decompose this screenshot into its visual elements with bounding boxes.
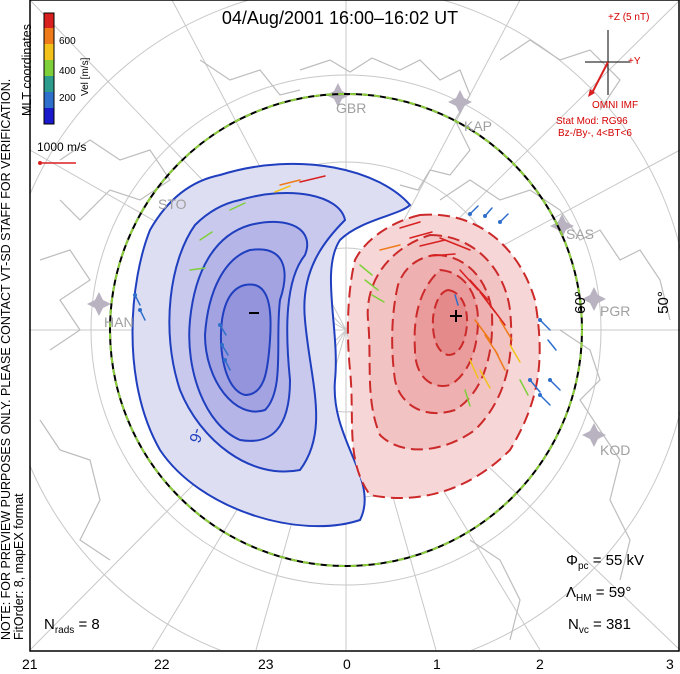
mlt-label-23: 23 xyxy=(258,656,274,672)
station-sas: SAS xyxy=(566,226,595,242)
mlt-label-21: 21 xyxy=(22,656,38,672)
reference-vector-label: 1000 m/s xyxy=(37,140,87,154)
station-kap: KAP xyxy=(464,118,493,134)
coordinate-system-label: MLT coordinates xyxy=(20,24,34,116)
station-sto: STO xyxy=(158,196,187,212)
colorbar-tick-400: 400 xyxy=(59,66,76,77)
negative-potential-cell xyxy=(131,162,412,528)
imf-clock xyxy=(585,30,630,97)
stat-model-line2: Bz-/By-, 4<BT<6 xyxy=(558,128,632,139)
mlt-label-2: 2 xyxy=(536,656,544,672)
colorbar-tick-600: 600 xyxy=(59,36,76,47)
mlt-label-0: 0 xyxy=(343,656,351,672)
colorbar xyxy=(43,12,55,125)
stat-model-line1: Stat Mod: RG96 xyxy=(556,116,628,127)
colorbar-label: Vel [m/s] xyxy=(80,57,91,96)
map-title: 04/Aug/2001 16:00–16:02 UT xyxy=(221,8,459,28)
mlt-label-3: 3 xyxy=(666,656,674,672)
station-gbr: GBR xyxy=(336,100,367,116)
imf-y-label: +Y xyxy=(628,56,641,67)
hm-boundary-latitude: ΛHM = 59° xyxy=(566,584,632,604)
imf-source: OMNI IMF xyxy=(592,100,639,111)
potential-maximum-marker xyxy=(450,310,462,322)
plot-frame xyxy=(29,0,680,652)
mlt-label-1: 1 xyxy=(433,656,441,672)
station-pgr: PGR xyxy=(600,303,631,319)
reference-vector xyxy=(38,161,76,165)
station-han: HAN xyxy=(104,314,134,330)
latitude-label-50: 50° xyxy=(654,291,672,314)
colorbar-tick-200: 200 xyxy=(59,93,76,104)
positive-potential-cell xyxy=(346,213,541,499)
vector-count: Nvc = 381 xyxy=(568,616,631,636)
polar-cap-potential: Φpc = 55 kV xyxy=(566,552,644,572)
imf-z-label: +Z (5 nT) xyxy=(608,12,650,23)
velocity-vectors xyxy=(133,175,561,407)
latitude-label-60: 60° xyxy=(571,291,589,314)
coastlines xyxy=(39,39,671,641)
station-kod: KOD xyxy=(600,442,631,458)
radar-count: Nrads = 8 xyxy=(44,616,100,636)
fit-order-note: FitOrder: 8, mapEX format xyxy=(12,493,26,640)
mlt-label-22: 22 xyxy=(154,656,170,672)
